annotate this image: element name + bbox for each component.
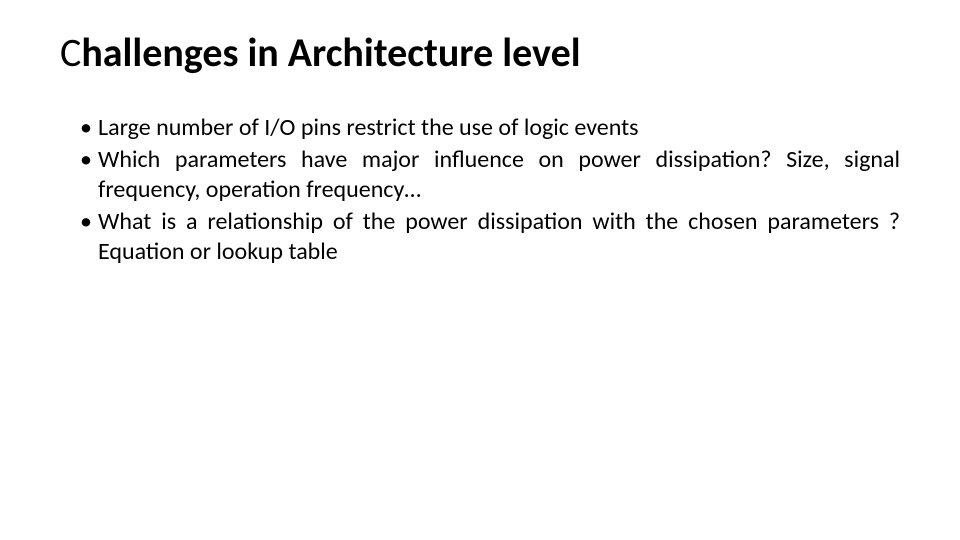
slide-title: Challenges in Architecture level: [60, 28, 900, 77]
slide-container: Challenges in Architecture level Large n…: [0, 0, 960, 540]
bullet-item: What is a relationship of the power diss…: [80, 207, 900, 267]
title-prefix: C: [60, 28, 81, 77]
bullet-item: Large number of I/O pins restrict the us…: [80, 113, 900, 143]
title-part2: in Architecture level: [247, 28, 580, 77]
slide-content: Large number of I/O pins restrict the us…: [60, 113, 900, 267]
bullet-item: Which parameters have major influence on…: [80, 145, 900, 205]
title-part1: hallenges: [81, 28, 247, 77]
